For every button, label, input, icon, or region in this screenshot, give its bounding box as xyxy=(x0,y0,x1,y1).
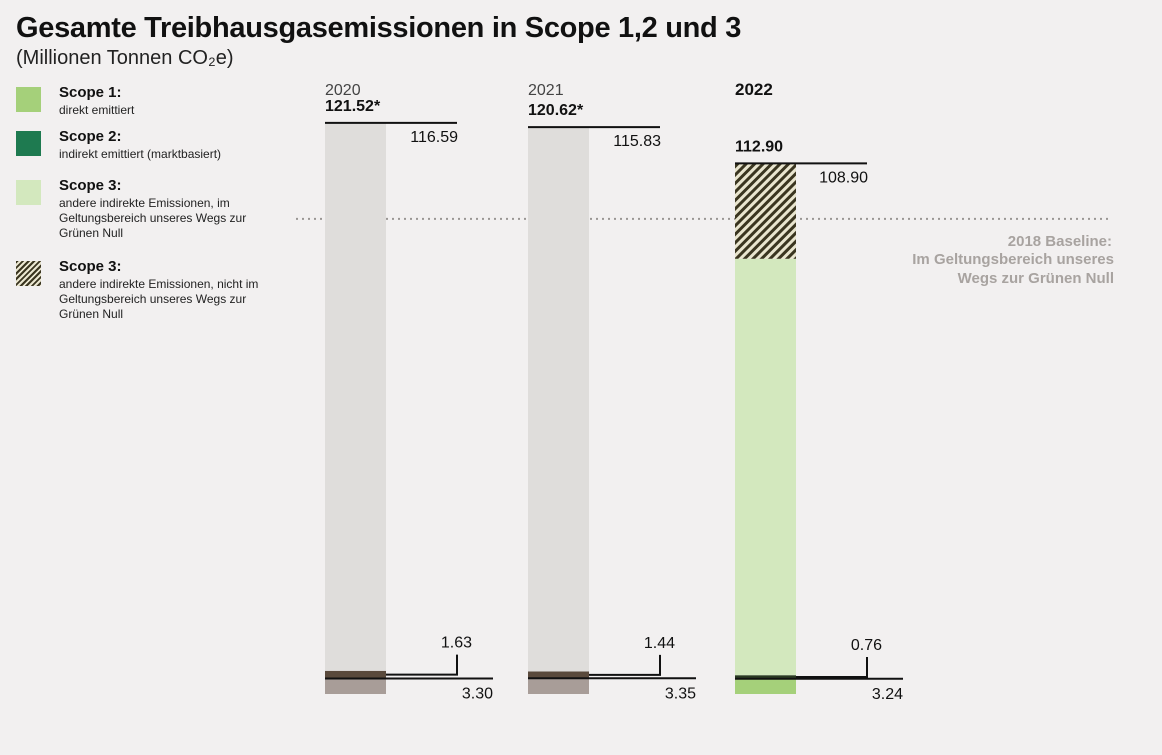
chart-subtitle: (Millionen Tonnen CO₂e) xyxy=(16,47,234,69)
total-label-2021: 120.62* xyxy=(528,102,584,119)
category-label-2022: 2022 xyxy=(735,80,773,99)
legend-swatch-scope2 xyxy=(16,131,41,156)
bar-scope1-2020 xyxy=(325,678,386,694)
bar-scope3-2020 xyxy=(325,122,386,671)
legend-label-scope1: Scope 1: xyxy=(59,84,122,101)
bar-scope2-2021 xyxy=(528,671,589,679)
legend-desc-scope2: indirekt emittiert (marktbasiert) xyxy=(59,147,222,161)
bar-scope3-in-2022 xyxy=(735,258,796,676)
legend-swatch-scope3-out xyxy=(16,261,41,286)
legend-desc-scope3-out: andere indirekte Emissionen, nicht im Ge… xyxy=(59,277,259,321)
scope2-leader-2022 xyxy=(796,656,868,678)
scope2-leader-2021 xyxy=(589,654,661,676)
scope1-label-2022: 3.24 xyxy=(872,686,903,703)
category-label-2020: 2020 xyxy=(325,82,361,99)
scope3-label-2021: 115.83 xyxy=(613,133,661,150)
bar-scope2-2022 xyxy=(735,675,796,679)
chart-title: Gesamte Treibhausgasemissionen in Scope … xyxy=(16,12,742,44)
bar-scope2-2020 xyxy=(325,670,386,679)
scope3-label-2020: 116.59 xyxy=(410,129,458,146)
total-label-2020: 121.52* xyxy=(325,98,381,115)
legend-label-scope3-out: Scope 3: xyxy=(59,258,122,275)
scope2-label-2020: 1.63 xyxy=(441,635,472,652)
scope1-label-2020: 3.30 xyxy=(462,685,493,702)
scope2-label-2021: 1.44 xyxy=(644,635,675,652)
total-label-2022: 112.90 xyxy=(735,138,783,155)
legend-label-scope3-in: Scope 3: xyxy=(59,177,122,194)
baseline-label-3: Wegs zur Grünen Null xyxy=(958,270,1114,287)
scope2-leader-2020 xyxy=(386,654,458,676)
scope3-label-2022: 108.90 xyxy=(819,169,868,186)
legend-swatch-scope1 xyxy=(16,87,41,112)
baseline-label-1: 2018 Baseline: xyxy=(1008,233,1112,250)
bar-scope1-2022 xyxy=(735,678,796,694)
category-label-2021: 2021 xyxy=(528,82,564,99)
bar-scope3-out-2022 xyxy=(735,163,796,259)
scope2-label-2022: 0.76 xyxy=(851,637,882,654)
baseline-label-2: Im Geltungsbereich unseres xyxy=(912,251,1114,268)
legend-desc-scope3-in: andere indirekte Emissionen, im Geltungs… xyxy=(59,196,247,240)
bar-scope3-2021 xyxy=(528,127,589,672)
legend-swatch-scope3-in xyxy=(16,180,41,205)
legend-desc-scope1: direkt emittiert xyxy=(59,103,135,117)
bar-scope1-2021 xyxy=(528,678,589,694)
legend-label-scope2: Scope 2: xyxy=(59,128,122,145)
scope1-label-2021: 3.35 xyxy=(665,685,696,702)
